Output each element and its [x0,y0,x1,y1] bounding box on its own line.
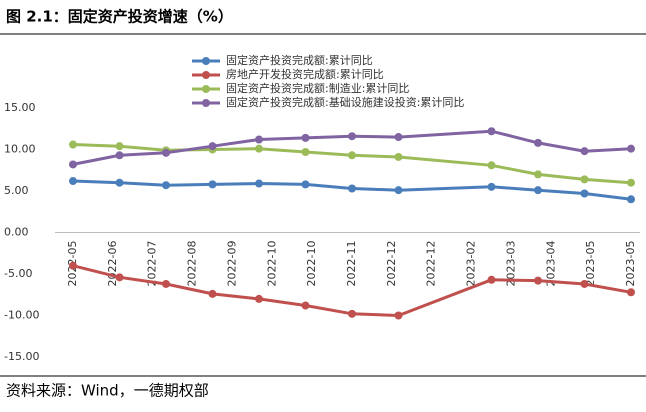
point [580,147,589,156]
legend-label: 房地产开发投资完成额:累计同比 [226,67,384,81]
x-tick-label: 2023-04 [544,241,557,287]
legend-label: 固定资产投资完成额:制造业:累计同比 [226,81,409,95]
point [115,273,124,282]
x-tick-label: 2022-08 [186,241,199,287]
point [69,160,77,169]
x-tick-label: 2023-05 [584,241,597,287]
series-line [72,129,632,166]
point [255,179,263,188]
legend-label: 固定资产投资完成额:累计同比 [226,53,373,67]
point [534,276,542,285]
y-tick-label: 15.00 [4,101,36,114]
point [115,142,124,151]
series-line [72,264,632,318]
x-tick-label: 2022-09 [225,241,238,287]
point [487,161,496,170]
point [162,279,170,288]
legend-marker [202,71,210,79]
source: 资料来源：Wind，一德期权部 [6,382,209,400]
x-tick-label: 2022-12 [385,241,398,287]
point [627,195,635,204]
legend-marker [202,85,210,93]
point [394,311,403,320]
point [208,180,217,189]
point [534,138,542,147]
y-tick-label: -10.00 [4,309,39,322]
point [627,144,635,153]
point [162,181,170,190]
point [627,178,635,187]
point [69,261,77,270]
point [394,186,403,195]
point [69,177,77,186]
series-line [72,143,632,185]
point [301,133,310,142]
point [580,279,589,288]
point [534,170,542,179]
chart-title: 图 2.1：固定资产投资增速（%） [6,8,233,26]
point [115,178,124,187]
x-tick-label: 2022-10 [265,241,278,287]
point [348,309,356,318]
point [301,147,310,156]
point [69,140,77,149]
point [255,144,263,153]
legend-label: 固定资产投资完成额:基础设施建设投资:累计同比 [226,95,464,109]
y-tick-label: 0.00 [4,226,29,239]
y-tick-label: -15.00 [4,350,39,363]
point [301,180,310,189]
x-tick-label: 2023-02 [465,240,478,286]
x-tick-label: 2022-10 [305,241,318,287]
point [255,294,263,303]
point [487,182,496,191]
point [394,152,403,161]
x-tick-label: 2022-12 [425,241,438,287]
point [301,301,310,310]
x-tick-label: 2023-05 [624,241,637,287]
point [487,275,496,284]
x-tick-label: 2022-11 [345,241,358,287]
point [208,289,217,298]
point [627,288,635,297]
y-tick-label: 5.00 [4,184,29,197]
point [580,175,589,184]
point [208,142,217,151]
point [534,186,542,195]
legend-marker [202,99,210,107]
x-tick-label: 2022-07 [146,241,159,287]
series-line [72,179,632,201]
point [394,133,403,142]
legend-marker [202,57,210,65]
point [580,189,589,198]
point [255,135,263,144]
y-tick-label: 10.00 [4,143,36,156]
point [348,184,356,193]
y-tick-label: -5.00 [4,267,32,280]
x-tick-label: 2023-03 [504,241,517,287]
point [348,151,356,160]
point [162,148,170,157]
point [487,127,496,136]
point [115,151,124,160]
point [348,132,356,141]
